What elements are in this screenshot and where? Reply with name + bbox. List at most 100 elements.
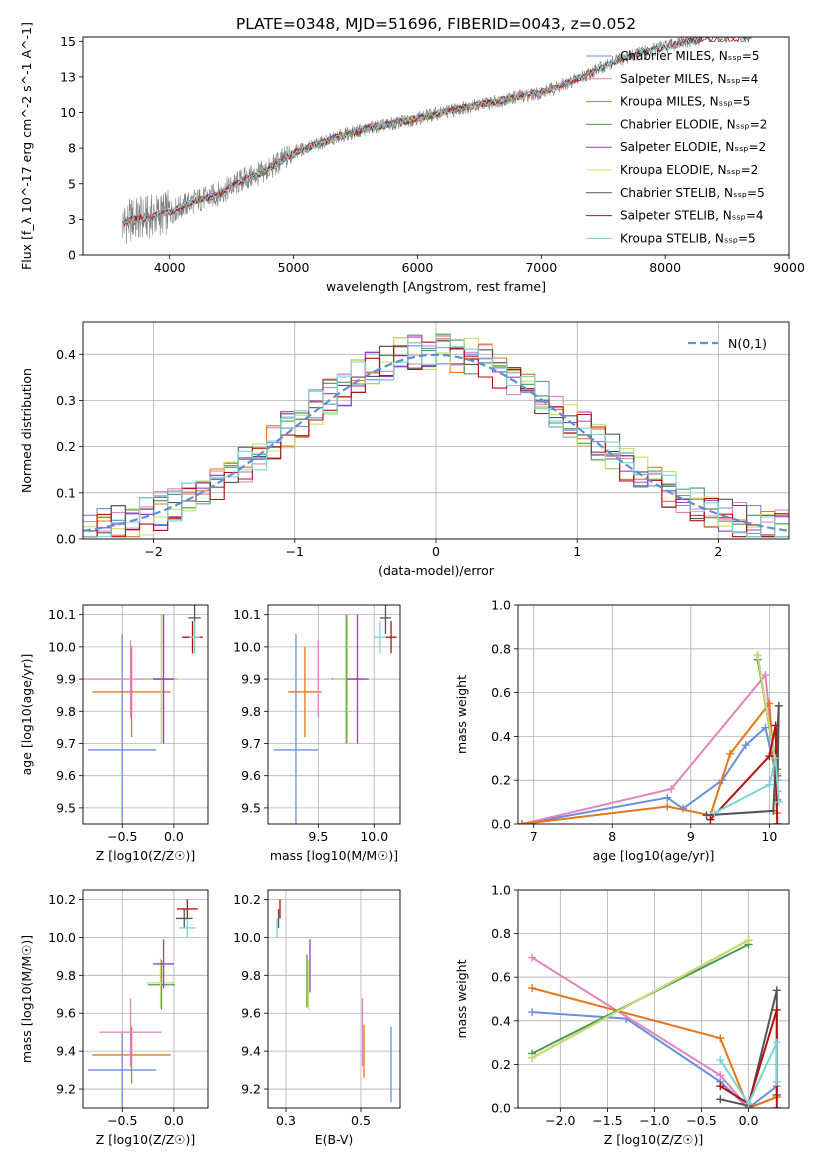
weight-marker <box>772 1077 781 1086</box>
y-tick-label: 10.0 <box>233 930 261 945</box>
panel-weight_vs_age: 7 8 9 10 0.0 0.2 0.4 0.6 0.8 1.0 age [log10(age/yr… <box>454 598 790 863</box>
panel-age_vs_mass: 9.5 10.0 9.5 9.6 9.7 9.8 9.9 10.0 10.1 mass [log1… <box>233 604 401 863</box>
x-tick-label: 5000 <box>278 260 310 275</box>
weight-marker <box>716 1034 725 1043</box>
axes-frame <box>267 889 401 1109</box>
residual-histogram-kroupa-stelib <box>83 335 789 538</box>
x-tick-label: −2 <box>144 544 162 559</box>
weight-marker <box>518 820 526 824</box>
weight-marker <box>772 986 781 995</box>
y-axis-label: mass [log10(M/M☉)] <box>19 935 34 1063</box>
axes-frame <box>267 604 401 825</box>
weight-marker <box>765 752 774 761</box>
x-tick-label: −1.0 <box>639 1113 669 1128</box>
weight-marker <box>663 793 672 802</box>
x-tick-label: 0.0 <box>164 829 184 844</box>
y-tick-label: 10.2 <box>233 892 261 907</box>
y-tick-label: 8 <box>68 141 76 156</box>
y-tick-label: 10.1 <box>48 607 76 622</box>
weight-marker <box>772 1038 781 1047</box>
weight-marker <box>706 815 715 824</box>
weight-marker <box>716 1095 725 1104</box>
y-tick-label: 10.1 <box>233 607 261 622</box>
y-tick-label: 0.0 <box>491 817 511 832</box>
y-tick-label: 0.2 <box>491 773 511 788</box>
x-tick-label: 9000 <box>773 260 805 275</box>
y-tick-label: 10.0 <box>48 930 76 945</box>
weight-marker <box>771 754 780 763</box>
model-spectrum-line <box>122 37 752 226</box>
y-tick-label: 0.8 <box>491 641 511 656</box>
weight-marker <box>765 699 774 708</box>
y-tick-label: 9.6 <box>241 768 261 783</box>
legend-entry: Kroupa STELIB, Nₛₛₚ=5 <box>620 231 756 245</box>
x-tick-label: 10 <box>761 829 777 844</box>
weight-marker <box>663 802 672 811</box>
weight-line <box>719 1042 778 1106</box>
x-tick-label: −0.5 <box>107 1113 137 1128</box>
y-axis-label: Normed distribution <box>19 368 34 493</box>
x-tick-label: 8000 <box>649 260 681 275</box>
plot-area <box>528 936 781 1108</box>
plot-area <box>518 651 783 824</box>
x-tick-label: 1 <box>573 544 581 559</box>
y-tick-label: 9.4 <box>56 1044 76 1059</box>
x-tick-label: −1.5 <box>592 1113 622 1128</box>
weight-marker <box>741 741 750 750</box>
x-tick-label: −2.0 <box>545 1113 575 1128</box>
weight-line <box>756 655 779 774</box>
y-tick-label: 15 <box>60 34 76 49</box>
x-tick-label: 7000 <box>525 260 557 275</box>
legend-entry: Kroupa MILES, Nₛₛₚ=5 <box>620 95 750 109</box>
model-spectrum-line <box>122 37 751 228</box>
y-tick-label: 0.0 <box>56 532 76 547</box>
y-tick-label: 9.7 <box>241 736 261 751</box>
x-axis-label: wavelength [Angstrom, rest frame] <box>326 279 546 294</box>
x-tick-label: 0.0 <box>739 1113 759 1128</box>
legend-entry: Kroupa ELODIE, Nₛₛₚ=2 <box>620 163 758 177</box>
weight-marker <box>667 784 676 793</box>
weight-marker <box>528 1053 537 1062</box>
y-tick-label: 9.8 <box>241 968 261 983</box>
figure-title: PLATE=0348, MJD=51696, FIBERID=0043, z=0… <box>236 15 636 33</box>
weight-marker <box>528 984 537 993</box>
legend-entry: Chabrier ELODIE, Nₛₛₚ=2 <box>620 117 767 131</box>
y-tick-label: 9.6 <box>56 1006 76 1021</box>
plot-area <box>83 605 203 824</box>
y-tick-label: 0 <box>68 248 76 263</box>
y-tick-label: 1.0 <box>491 598 511 613</box>
weight-marker <box>716 1056 725 1065</box>
y-tick-label: 10.0 <box>233 639 261 654</box>
axes-frame <box>517 889 790 1109</box>
residual-legend: N(0,1) <box>688 336 767 351</box>
y-tick-label: 0.2 <box>56 439 76 454</box>
weight-line <box>713 758 780 814</box>
panel-residuals: −2 −1 0 1 2 0.0 0.1 0.2 0.3 0.4 (data-model)/error… <box>19 321 790 578</box>
x-tick-label: 8 <box>608 829 616 844</box>
weight-marker <box>774 798 783 807</box>
x-tick-label: 4000 <box>154 260 186 275</box>
y-tick-label: 0.6 <box>491 970 511 985</box>
axes-frame <box>82 889 209 1109</box>
y-tick-label: 9.8 <box>56 968 76 983</box>
legend-entry: Chabrier STELIB, Nₛₛₚ=5 <box>620 186 765 200</box>
y-tick-label: 9.7 <box>56 736 76 751</box>
x-tick-label: 10.0 <box>360 829 388 844</box>
y-tick-label: 10.0 <box>48 639 76 654</box>
y-tick-label: 3 <box>68 212 76 227</box>
legend-entry: Salpeter STELIB, Nₛₛₚ=4 <box>620 209 764 223</box>
y-tick-label: 0.4 <box>56 347 76 362</box>
y-tick-label: 10.2 <box>48 892 76 907</box>
x-tick-label: 0.3 <box>276 1113 296 1128</box>
legend-entry: N(0,1) <box>728 336 767 351</box>
y-tick-label: 9.9 <box>56 672 76 687</box>
x-tick-label: 2 <box>714 544 722 559</box>
weight-line <box>521 700 779 824</box>
x-tick-label: 7 <box>530 829 538 844</box>
x-tick-label: 9 <box>687 829 695 844</box>
axes-frame <box>82 36 790 256</box>
x-tick-label: 9.5 <box>308 829 328 844</box>
y-tick-label: 13 <box>60 69 76 84</box>
y-axis-label: Flux [f_λ 10^-17 erg cm^-2 s^-1 A^-1] <box>19 22 34 270</box>
